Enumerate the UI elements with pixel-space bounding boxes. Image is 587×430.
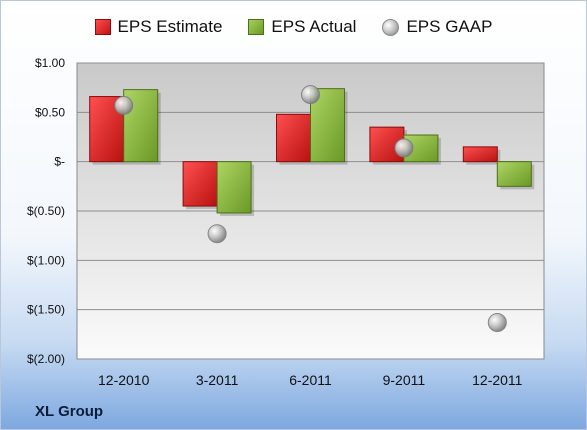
legend-label-estimate: EPS Estimate	[117, 17, 223, 36]
y-tick-label: $1.00	[35, 56, 65, 70]
gaap-marker	[487, 312, 507, 332]
bar-estimate	[182, 161, 218, 207]
gaap-marker	[394, 138, 414, 158]
y-tick-label: $(2.00)	[27, 352, 65, 366]
y-tick-label: $(1.50)	[27, 303, 65, 317]
legend-item-actual: EPS Actual	[248, 17, 356, 37]
x-tick-label: 9-2011	[383, 372, 426, 388]
y-tick-label: $0.50	[35, 105, 65, 119]
legend-swatch-actual	[248, 19, 265, 35]
gaap-marker	[114, 95, 134, 115]
bar-actual	[123, 89, 159, 163]
legend-item-gaap: EPS GAAP	[382, 17, 492, 37]
y-tick-label: $(1.00)	[27, 253, 65, 267]
x-tick-label: 12-2011	[472, 372, 523, 388]
legend-label-actual: EPS Actual	[271, 17, 357, 36]
y-tick-label: $-	[54, 155, 65, 169]
y-tick-label: $(0.50)	[27, 204, 65, 218]
x-tick-label: 6-2011	[289, 372, 332, 388]
legend-item-estimate: EPS Estimate	[94, 17, 223, 37]
gaap-marker	[301, 85, 320, 105]
bar-actual	[216, 161, 252, 214]
chart-legend: EPS Estimate EPS Actual EPS GAAP	[1, 17, 586, 37]
bar-estimate	[462, 146, 498, 163]
legend-swatch-estimate	[94, 19, 111, 35]
legend-label-gaap: EPS GAAP	[406, 17, 493, 36]
company-name: XL Group	[35, 403, 104, 420]
bar-actual	[496, 161, 532, 187]
bar-estimate	[276, 113, 311, 163]
legend-swatch-gaap	[382, 18, 400, 36]
x-tick-label: 3-2011	[196, 372, 239, 388]
x-tick-label: 12-2010	[98, 372, 150, 388]
gaap-marker	[207, 224, 227, 244]
